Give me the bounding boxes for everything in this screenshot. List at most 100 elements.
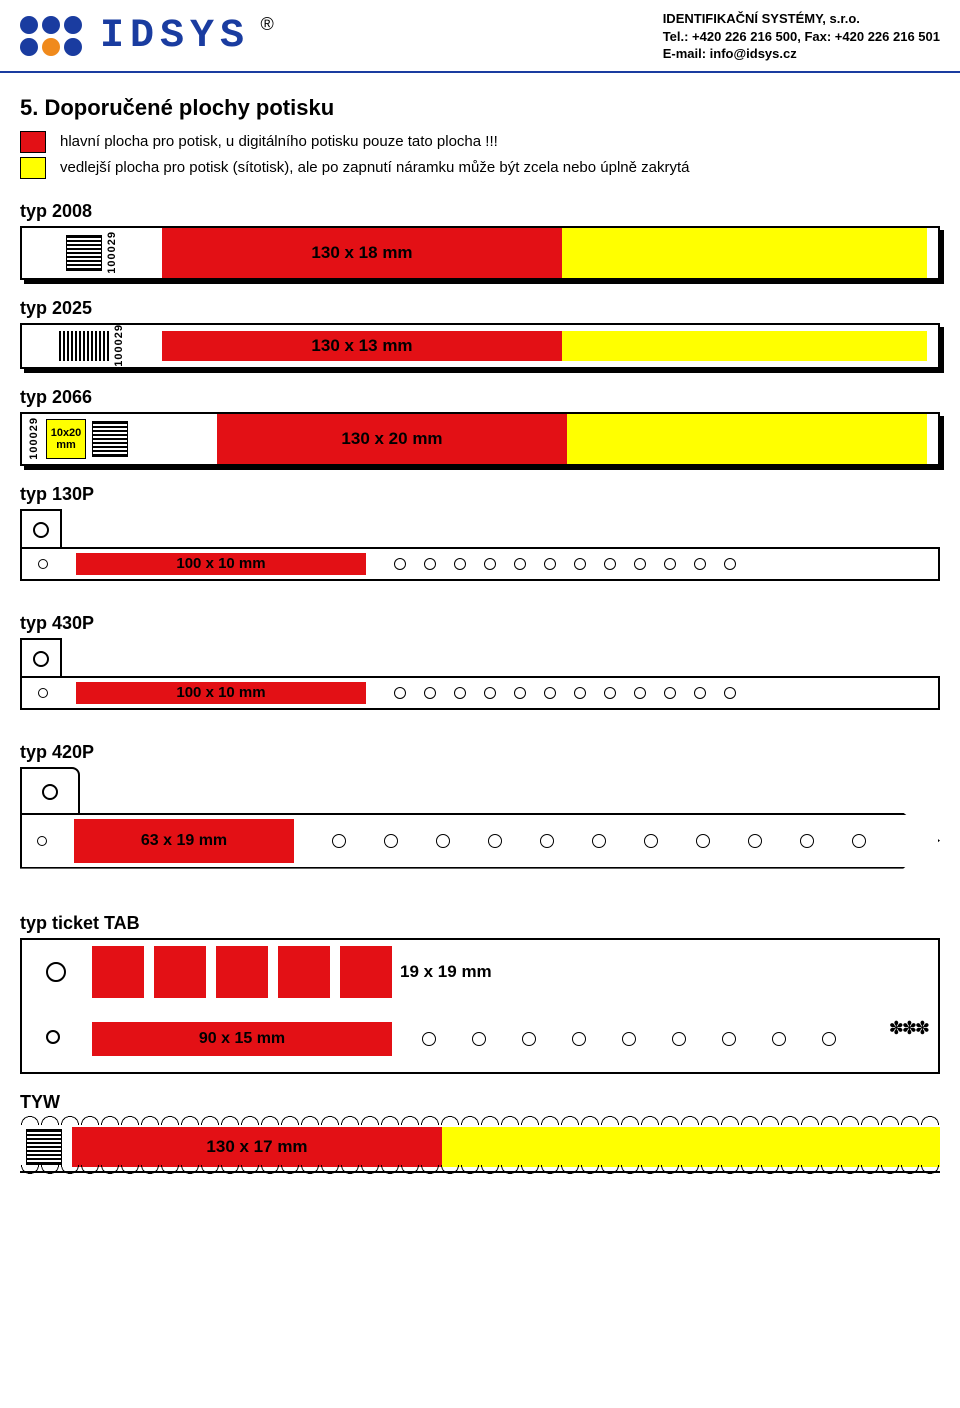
hole-icon [722, 1032, 736, 1046]
contact-block: IDENTIFIKAČNÍ SYSTÉMY, s.r.o. Tel.: +420… [663, 10, 940, 63]
hole-icon [424, 558, 436, 570]
wavy-edge-icon [20, 1165, 940, 1175]
tel-line: Tel.: +420 226 216 500, Fax: +420 226 21… [663, 28, 940, 46]
band-2025: 100029 130 x 13 mm [20, 323, 940, 369]
brand-name: IDSYS [100, 14, 250, 59]
hole-icon [664, 687, 676, 699]
logo-dot [42, 16, 60, 34]
band-130p-strip: 100 x 10 mm [20, 547, 940, 581]
serial-number: 100029 [28, 417, 40, 460]
band-430p: 100 x 10 mm [20, 638, 940, 724]
band-420p-strip: 63 x 19 mm [20, 813, 940, 869]
section-title: 5. Doporučené plochy potisku [20, 95, 940, 121]
hole-icon [544, 687, 556, 699]
band-130p-main-area: 100 x 10 mm [76, 553, 366, 575]
email-line: E-mail: info@idsys.cz [663, 45, 940, 63]
logo-dot [64, 38, 82, 56]
hole-icon [454, 558, 466, 570]
hole-icon [694, 687, 706, 699]
barcode-icon [59, 331, 109, 361]
hole-icon [422, 1032, 436, 1046]
logo-dot [20, 16, 38, 34]
qr-icon [92, 421, 128, 457]
legend-alt-row: vedlejší plocha pro potisk (sítotisk), a… [20, 157, 940, 179]
hole-icon [604, 687, 616, 699]
band-430p-holes [394, 687, 736, 699]
band-430p-tab [20, 638, 62, 678]
hole-icon [572, 1032, 586, 1046]
hole-icon [604, 558, 616, 570]
hole-icon [424, 687, 436, 699]
hole-icon [33, 522, 49, 538]
band-2025-alt-area [562, 331, 927, 361]
hole-icon [822, 1032, 836, 1046]
band-420p-main-area: 63 x 19 mm [74, 819, 294, 863]
ticket-square [154, 946, 206, 998]
hole-icon [724, 558, 736, 570]
band-420p-holes [332, 834, 866, 848]
ticket-square [216, 946, 268, 998]
hole-icon [332, 834, 346, 848]
band-2066-small-alt: 10x20 mm [46, 419, 86, 459]
band-2066: 100029 10x20 mm 130 x 20 mm [20, 412, 940, 466]
type-130p-label: typ 130P [0, 466, 960, 509]
band-tyw-dim: 130 x 17 mm [206, 1137, 307, 1157]
legend-main-swatch [20, 131, 46, 153]
band-2025-stub: 100029 [22, 325, 162, 367]
hole-icon [454, 687, 466, 699]
hole-icon [33, 651, 49, 667]
legend-main-text: hlavní plocha pro potisk, u digitálního … [60, 133, 498, 150]
hole-icon [394, 687, 406, 699]
band-430p-strip: 100 x 10 mm [20, 676, 940, 710]
logo-dots [20, 16, 82, 56]
hole-icon [46, 1030, 60, 1044]
ticket-square [92, 946, 144, 998]
ticket-square [278, 946, 330, 998]
hole-icon [484, 687, 496, 699]
band-2008-stub: 100029 [22, 228, 162, 278]
ticket-bar-area: 90 x 15 mm [92, 1022, 392, 1056]
hole-icon [42, 784, 58, 800]
registered-mark: ® [260, 14, 273, 34]
company-name: IDENTIFIKAČNÍ SYSTÉMY, s.r.o. [663, 10, 940, 28]
hole-icon [694, 558, 706, 570]
band-2008-dim: 130 x 18 mm [311, 243, 412, 263]
band-tyw: 130 x 17 mm [20, 1117, 940, 1173]
hole-icon [384, 834, 398, 848]
hole-icon [800, 834, 814, 848]
ticket-square-dim: 19 x 19 mm [400, 962, 492, 982]
band-tyw-alt-area [442, 1127, 940, 1167]
band-430p-dim: 100 x 10 mm [176, 684, 265, 701]
qr-icon [26, 1129, 62, 1165]
legend-main-row: hlavní plocha pro potisk, u digitálního … [20, 131, 940, 153]
type-ticket-label: typ ticket TAB [0, 895, 960, 938]
hole-icon [544, 558, 556, 570]
hole-icon [852, 834, 866, 848]
band-420p: 63 x 19 mm [20, 767, 940, 895]
band-2008: 100029 130 x 18 mm [20, 226, 940, 280]
hole-icon [38, 688, 48, 698]
logo-dot [64, 16, 82, 34]
band-2008-alt-area [562, 228, 927, 278]
band-2008-main-area: 130 x 18 mm [162, 228, 562, 278]
band-ticket: 19 x 19 mm 90 x 15 mm ✽✽✽ [20, 938, 940, 1074]
hole-icon [540, 834, 554, 848]
hole-icon [748, 834, 762, 848]
band-2066-main-area: 130 x 20 mm [217, 414, 567, 464]
band-2025-main-area: 130 x 13 mm [162, 331, 562, 361]
band-2066-small-dim: 10x20 mm [47, 427, 85, 451]
hole-icon [514, 558, 526, 570]
band-130p: 100 x 10 mm [20, 509, 940, 595]
hole-icon [634, 558, 646, 570]
type-2008-label: typ 2008 [0, 183, 960, 226]
hole-icon [472, 1032, 486, 1046]
band-tyw-main-area: 130 x 17 mm [72, 1127, 442, 1167]
legend-alt-swatch [20, 157, 46, 179]
hole-icon [574, 687, 586, 699]
band-130p-tab [20, 509, 62, 549]
hole-icon [664, 558, 676, 570]
ticket-holes [422, 1032, 836, 1046]
section-intro: 5. Doporučené plochy potisku hlavní ploc… [0, 73, 960, 179]
band-420p-dim: 63 x 19 mm [141, 832, 227, 850]
ticket-stars: ✽✽✽ [889, 1022, 928, 1034]
